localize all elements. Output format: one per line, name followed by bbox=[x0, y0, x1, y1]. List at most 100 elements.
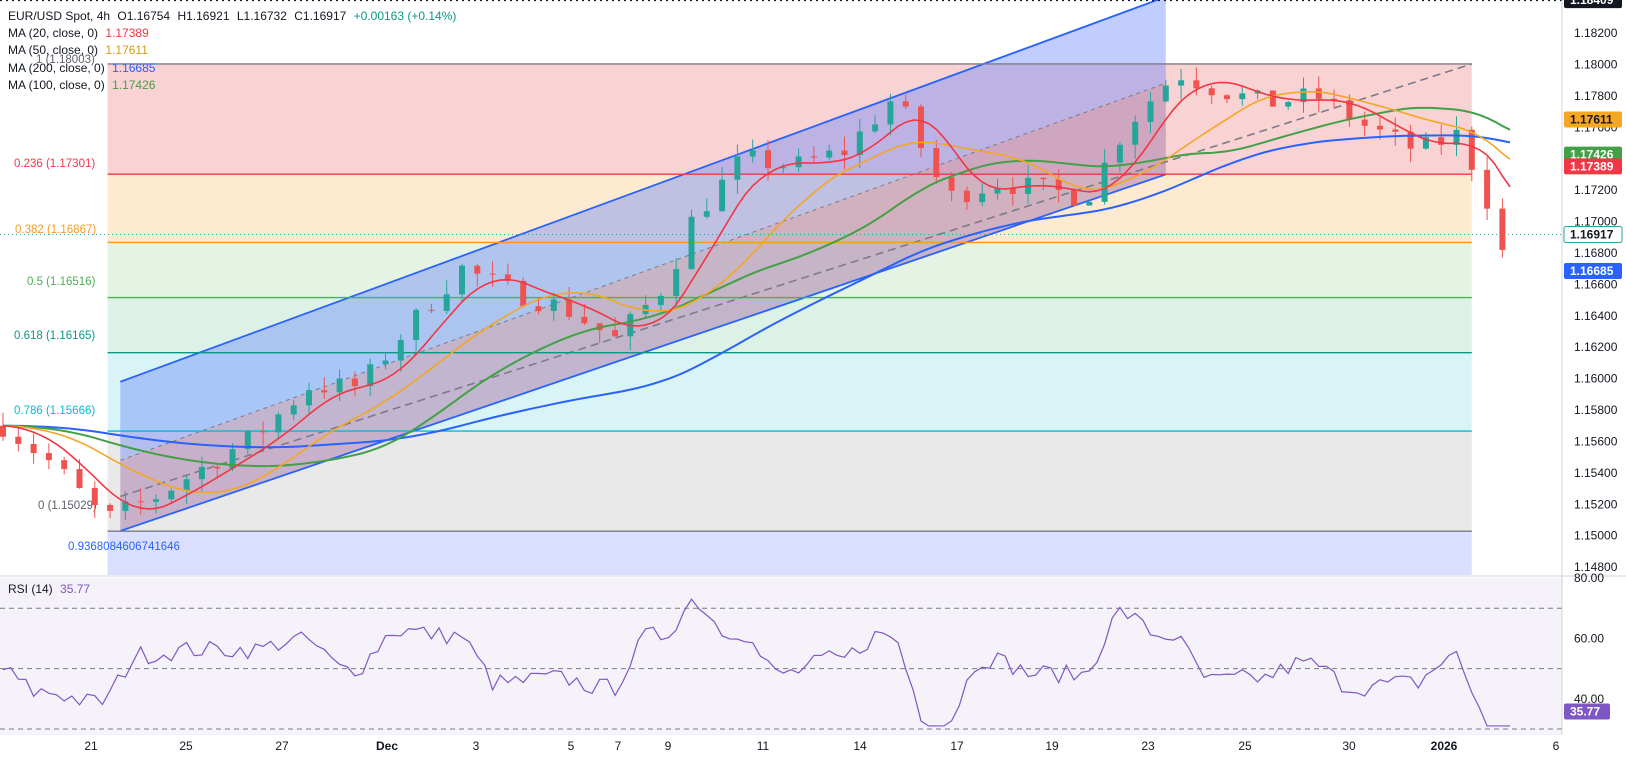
price-tick-label: 1.17000 bbox=[1574, 215, 1618, 229]
candle-body bbox=[887, 101, 894, 125]
legend-ma50-label: MA (50, close, 0) bbox=[8, 43, 99, 58]
candle-body bbox=[382, 360, 389, 365]
fib-label-5: 0.786 (1.15666) bbox=[14, 405, 95, 417]
candle-body bbox=[1407, 131, 1414, 149]
candle-body bbox=[1239, 93, 1246, 100]
candle-body bbox=[45, 453, 52, 461]
candle-body bbox=[183, 479, 190, 491]
price-tick-label: 1.16200 bbox=[1574, 340, 1618, 354]
time-tick-label: 30 bbox=[1342, 739, 1356, 753]
candle-body bbox=[1269, 90, 1276, 107]
ma200-line bbox=[2, 134, 1511, 449]
legend-ma200-label: MA (200, close, 0) bbox=[8, 60, 105, 75]
candle-body bbox=[1285, 102, 1292, 107]
fib-label-3: 0.5 (1.16516) bbox=[27, 276, 96, 288]
candle-body bbox=[581, 316, 588, 324]
candle-body bbox=[765, 150, 771, 169]
fib-zone-extension bbox=[107, 531, 1472, 575]
price-badge-ma50: 1.17611 bbox=[1564, 111, 1622, 128]
time-tick-label: 19 bbox=[1045, 739, 1059, 753]
rsi-tick-label: 80.00 bbox=[1574, 571, 1604, 585]
price-tick-label: 1.14800 bbox=[1574, 560, 1618, 574]
price-tick-label: 1.15200 bbox=[1574, 497, 1618, 511]
candle-body bbox=[703, 211, 710, 217]
candle-body bbox=[397, 339, 404, 361]
fib-label-2: 0.382 (1.16867) bbox=[15, 224, 96, 236]
price-badge-text: 1.16917 bbox=[1570, 228, 1614, 242]
candle-body bbox=[948, 177, 955, 191]
price-tick-label: 1.18000 bbox=[1574, 57, 1618, 71]
time-tick-label: 9 bbox=[665, 739, 672, 753]
price-badge-high: 1.18409 bbox=[1564, 0, 1622, 9]
fib-label-extension: 0.9368084606741646 bbox=[68, 541, 180, 553]
candle-body bbox=[15, 436, 22, 444]
candle-body bbox=[1315, 88, 1322, 99]
candle-body bbox=[260, 430, 267, 433]
candle-body bbox=[673, 269, 680, 296]
time-tick-label: 23 bbox=[1141, 739, 1155, 753]
candle-body bbox=[137, 501, 144, 503]
candle-body bbox=[443, 294, 450, 311]
candle-body bbox=[841, 150, 848, 155]
fib-zone-4 bbox=[107, 352, 1472, 432]
channel-fill bbox=[120, 0, 1166, 532]
ma20-line bbox=[2, 81, 1511, 510]
candle-body bbox=[535, 306, 542, 312]
legend-ma100[interactable]: MA (100, close, 0) 1.17426 bbox=[8, 77, 456, 94]
close-value: C1.16917 bbox=[294, 9, 347, 23]
candle-body bbox=[872, 124, 879, 132]
time-tick-label: 7 bbox=[615, 739, 622, 753]
time-tick-label: 14 bbox=[853, 739, 867, 753]
candle-body bbox=[1224, 95, 1230, 100]
candle-body bbox=[1438, 137, 1445, 145]
rsi-legend-value: 35.77 bbox=[60, 582, 91, 596]
candle-body bbox=[933, 148, 940, 178]
candle-body bbox=[428, 309, 435, 311]
candle-body bbox=[1040, 177, 1047, 180]
channel-quarter-line bbox=[120, 82, 1166, 461]
legend-ma20[interactable]: MA (20, close, 0) 1.17389 bbox=[8, 25, 456, 42]
price-badge-last: 1.16917 bbox=[1563, 226, 1623, 244]
time-tick-label: 2026 bbox=[1431, 739, 1458, 753]
candle-body bbox=[168, 490, 175, 500]
open-value: O1.16754 bbox=[117, 9, 171, 23]
rsi-legend[interactable]: RSI (14) 35.77 bbox=[8, 582, 90, 596]
candle-body bbox=[275, 414, 282, 433]
rsi-badge: 35.77 bbox=[1564, 703, 1610, 720]
fib-label-4: 0.618 (1.16165) bbox=[14, 330, 95, 342]
candle-body bbox=[1009, 188, 1016, 194]
candle-body bbox=[810, 156, 817, 158]
candle-body bbox=[30, 443, 37, 454]
time-tick-label: 5 bbox=[568, 739, 575, 753]
price-badge-text: 1.16685 bbox=[1570, 264, 1614, 278]
chart-legend: EUR/USD Spot, 4h O1.16754 H1.16921 L1.16… bbox=[8, 8, 456, 94]
candle-body bbox=[474, 265, 481, 274]
candle-body bbox=[1101, 162, 1108, 202]
legend-ma200[interactable]: MA (200, close, 0) 1.16685 bbox=[8, 60, 456, 77]
price-badge-ma200: 1.16685 bbox=[1564, 263, 1622, 280]
fib-zone-2 bbox=[107, 242, 1472, 298]
price-tick-label: 1.17800 bbox=[1574, 89, 1618, 103]
time-tick-label: 17 bbox=[950, 739, 964, 753]
legend-ma200-value: 1.16685 bbox=[112, 60, 156, 75]
candle-body bbox=[1392, 129, 1399, 132]
candle-body bbox=[229, 449, 236, 469]
rsi-tick-label: 60.00 bbox=[1574, 631, 1604, 645]
candle-body bbox=[367, 364, 374, 387]
price-tick-label: 1.17200 bbox=[1574, 183, 1618, 197]
time-tick-label: 27 bbox=[275, 739, 289, 753]
candle-body bbox=[826, 150, 833, 158]
candle-body bbox=[336, 378, 343, 393]
candle-body bbox=[1377, 125, 1383, 130]
rsi-badge-text: 35.77 bbox=[1570, 705, 1600, 719]
price-tick-label: 1.16000 bbox=[1574, 372, 1618, 386]
candle-body bbox=[1193, 80, 1200, 89]
candle-body bbox=[153, 499, 159, 502]
legend-ma50[interactable]: MA (50, close, 0) 1.17611 bbox=[8, 42, 456, 59]
candle-body bbox=[459, 265, 465, 295]
candle-body bbox=[1484, 169, 1491, 209]
price-tick-label: 1.15000 bbox=[1574, 529, 1618, 543]
candle-body bbox=[1055, 179, 1062, 190]
fib-label-1: 0.236 (1.17301) bbox=[14, 158, 95, 170]
